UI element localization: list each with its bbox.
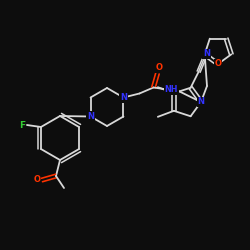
- Text: N: N: [198, 98, 204, 106]
- Text: N: N: [203, 49, 210, 58]
- Text: F: F: [19, 120, 25, 130]
- Text: O: O: [214, 60, 222, 68]
- Text: O: O: [34, 176, 40, 184]
- Text: O: O: [156, 63, 163, 72]
- Text: N: N: [87, 112, 94, 121]
- Text: NH: NH: [165, 85, 178, 94]
- Text: N: N: [120, 93, 127, 102]
